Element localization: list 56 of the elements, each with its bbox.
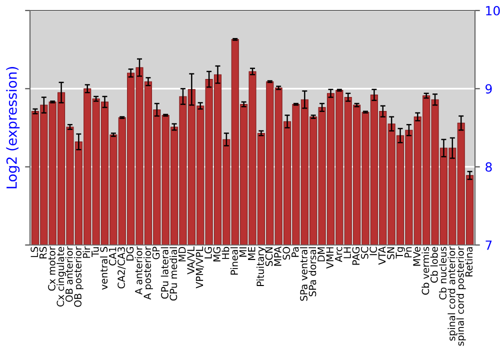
x-tick-label: ME	[248, 247, 256, 260]
x-tick-label: CPu medial	[170, 247, 178, 301]
x-tick-label: LH	[344, 247, 351, 258]
x-tick-label: SPa dorsal	[308, 247, 316, 296]
x-tick-label: spinal cord anterior	[448, 246, 458, 341]
x-tick-label: Pir	[82, 246, 90, 258]
x-tick-label: MPA	[274, 246, 282, 266]
x-tick-label: SCN	[265, 247, 273, 266]
x-tick-label: MVe	[413, 246, 420, 266]
y-tick-label: 10	[486, 6, 500, 16]
x-tick-label: Tg	[396, 247, 405, 259]
y-tick-label: 7	[486, 240, 492, 250]
x-tick-label: SPa ventral	[300, 247, 308, 301]
x-tick-label: Hb	[222, 246, 230, 259]
x-tick-label: CPu lateral	[160, 247, 168, 299]
x-tick-label: DM	[318, 247, 325, 262]
y-tick-label: 8	[486, 162, 492, 172]
x-tick-label: OB anterior	[65, 246, 73, 302]
x-tick-label: Pn	[404, 247, 412, 258]
x-tick-label: Tu	[92, 247, 99, 258]
x-tick-label: DG	[126, 247, 134, 260]
x-tick-label: Pa	[292, 247, 299, 257]
x-tick-label: Arc	[335, 246, 342, 262]
x-tick-label: PAG	[352, 247, 360, 265]
x-tick-label: A posterior	[144, 246, 153, 300]
x-tick-label: Pineal	[230, 247, 238, 275]
x-tick-label: VTA	[378, 246, 386, 265]
x-tick-label: LG	[204, 247, 212, 258]
x-tick-label: LS	[30, 246, 38, 258]
x-tick-label: Cx motor	[48, 246, 56, 291]
x-tick-label: SO	[282, 246, 290, 260]
x-tick-label: Cx cingulate	[56, 246, 66, 306]
x-tick-label: MG	[213, 247, 221, 262]
x-tick-label: spinal cord posterior	[456, 246, 466, 346]
x-tick-label: IC	[370, 246, 377, 256]
x-tick-label: VMH	[326, 247, 334, 269]
y-tick-label: 9	[486, 84, 492, 94]
x-tick-label: CA1	[108, 247, 116, 266]
x-tick-label: MI	[239, 247, 246, 257]
x-tick-label: SC	[360, 246, 368, 259]
x-tick-label: Cb vermis	[422, 246, 430, 295]
x-tick-label: MD	[178, 246, 186, 262]
y-axis-title: Log2 (expression)	[6, 67, 20, 188]
x-tick-label: A anterior	[134, 246, 142, 295]
x-tick-label: CA2/CA3	[118, 247, 126, 288]
x-tick-label: Cb lobe	[430, 246, 438, 283]
x-tick-label: Pituitary	[256, 246, 266, 286]
x-tick-label: ventral S	[100, 246, 108, 290]
x-tick-label: Cb nucleus	[439, 246, 447, 300]
x-tick-label: SN	[387, 247, 394, 260]
x-tick-label: VPM/VPL	[196, 246, 204, 288]
x-tick-label: Retina	[465, 247, 473, 276]
x-tick-label: GP	[152, 246, 160, 260]
x-tick-label: OB posterior	[74, 246, 84, 307]
x-tick-label: VA/VL	[187, 246, 196, 274]
x-tick-label: RS	[39, 246, 47, 258]
